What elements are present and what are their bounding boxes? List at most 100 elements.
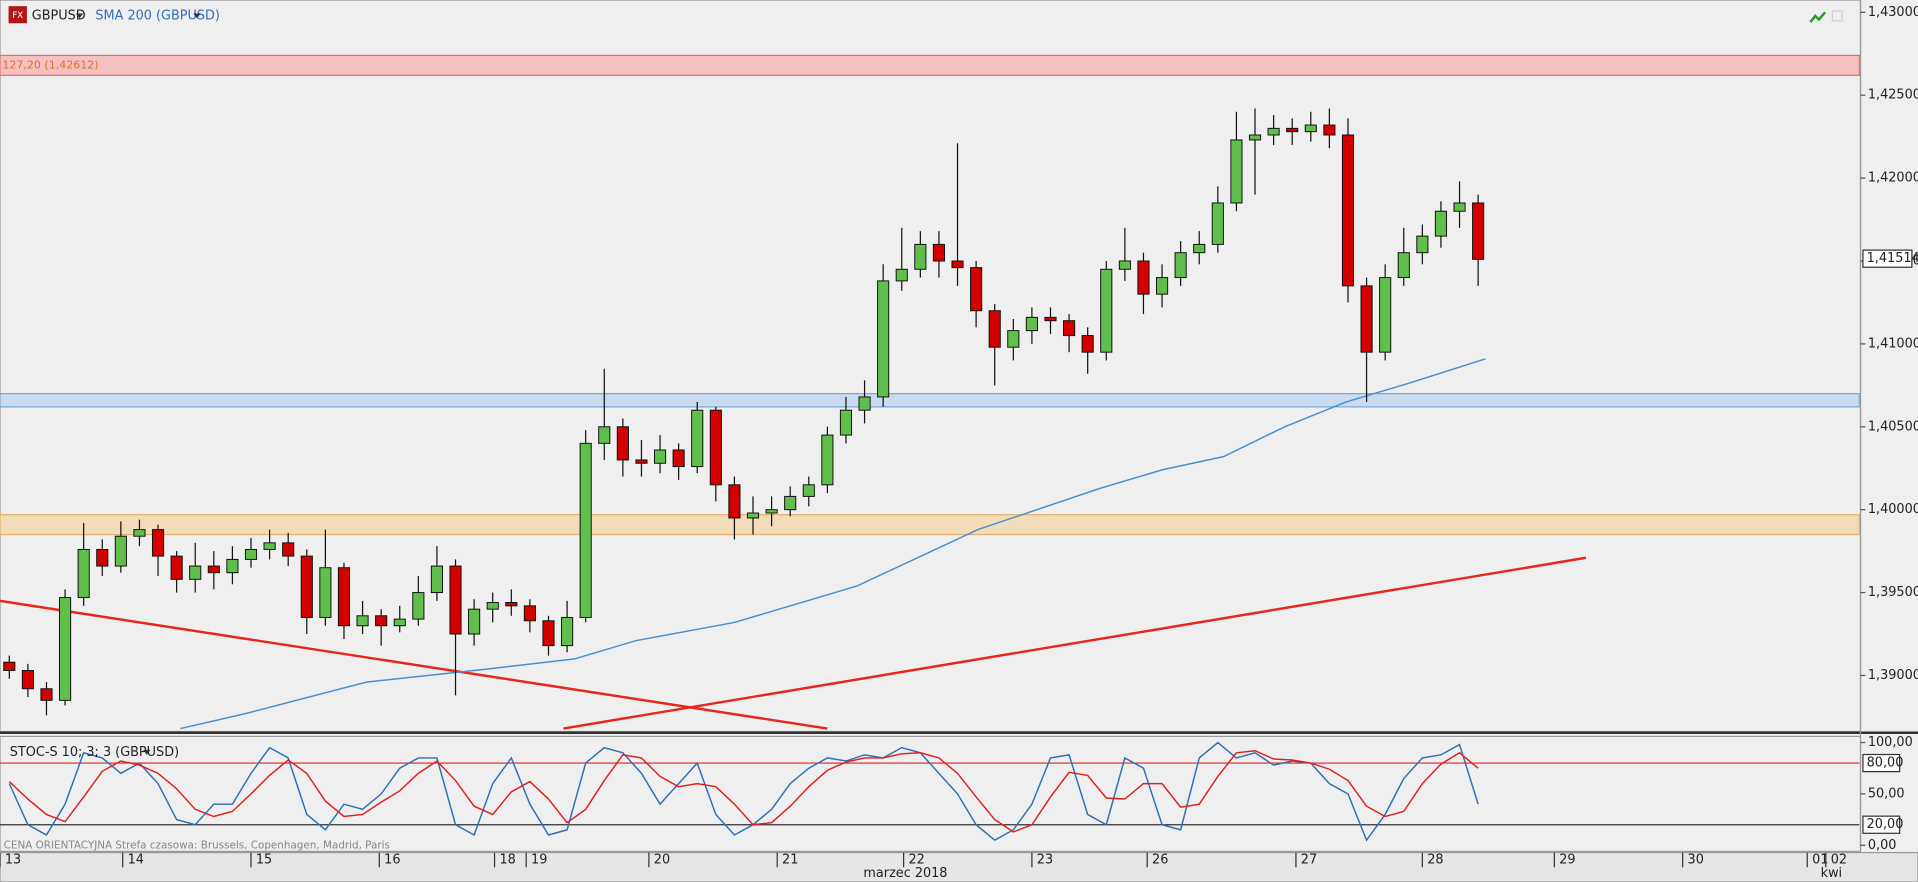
candle-body (561, 616, 574, 647)
x-group-label: marzec 2018 (863, 866, 947, 881)
plot-layer: 127,20 (1,42612) 1,43000 1,42500 1,42000 1,4… (0, 5, 1918, 881)
candle-body (375, 615, 388, 627)
candle-body (691, 409, 704, 468)
candle-body (1025, 316, 1038, 332)
candle-body (1193, 243, 1206, 254)
indicator-name[interactable]: SMA 200 (GBPUSD) (95, 8, 220, 23)
candle-body (393, 618, 406, 627)
dropdown[interactable] (143, 749, 151, 755)
y-tick-label: 1,43000 (1868, 5, 1918, 20)
fx-icon-text: FX (12, 11, 23, 21)
symbol[interactable]: GBPUSD (32, 8, 86, 23)
candle-body (1360, 285, 1373, 353)
x-tick-label: 01 (1812, 852, 1828, 867)
candle-body (858, 396, 871, 411)
y-tick-label: 1,39500 (1868, 585, 1918, 600)
candle-body (1397, 252, 1410, 279)
x-tick-label: 20 (654, 852, 670, 867)
candle-body (914, 243, 927, 270)
candle-body (1137, 260, 1150, 295)
x-tick-label: 27 (1301, 852, 1317, 867)
candle-body (356, 615, 369, 627)
stoch-line (8, 749, 1479, 833)
candle-body (1063, 320, 1076, 337)
x-tick-label: 21 (782, 852, 798, 867)
candle-body (1248, 134, 1262, 141)
dropdown[interactable] (75, 13, 84, 19)
candle-body (895, 268, 908, 282)
y-tick-label: 1,42500 (1868, 88, 1918, 103)
candle-body (839, 409, 853, 436)
candle-body (1472, 202, 1485, 260)
level-box (1862, 753, 1901, 773)
candle-body (1007, 330, 1020, 348)
x-tick-label: 30 (1688, 852, 1704, 867)
candle-body (319, 567, 332, 618)
last-price-label: 1,41514 (1867, 251, 1918, 266)
fx-icon (8, 6, 27, 24)
candle-body (1100, 268, 1113, 353)
candle-body (932, 243, 946, 262)
candle-body (1416, 235, 1429, 254)
y-tick-label: 0,00 (1868, 838, 1897, 853)
level-label: 20,00 (1867, 817, 1904, 832)
candle-body (709, 409, 722, 486)
zone (0, 514, 1860, 536)
window-icon[interactable] (1831, 10, 1843, 22)
y-tick-label: 1,40500 (1868, 419, 1918, 434)
candle-body (802, 484, 815, 497)
candle-body (1230, 139, 1243, 204)
candle-body (468, 608, 481, 635)
x-tick-label: 23 (1037, 852, 1053, 867)
y-tick-label: 1,41000 (1868, 336, 1918, 351)
candle-body (765, 509, 778, 514)
stoch-title[interactable]: STOC-S 10; 3; 3 (GBPUSD) (10, 745, 179, 760)
candle-body (59, 597, 72, 701)
zone (0, 54, 1860, 76)
trend-icon[interactable] (1809, 11, 1826, 23)
candle-body (226, 558, 239, 574)
x-tick-label: 02 (1831, 852, 1847, 867)
y-tick-label: 1,40000 (1868, 502, 1918, 517)
candle-body (1379, 277, 1392, 353)
candle-body (616, 426, 629, 461)
candle-body (1118, 260, 1131, 270)
candle-body (151, 529, 165, 557)
main-pane (0, 0, 1862, 733)
candle-body (1081, 335, 1094, 353)
candle-body (21, 670, 34, 690)
candle-body (1434, 210, 1448, 237)
level-box (1862, 815, 1901, 834)
y-tick-label: 1,39000 (1868, 668, 1918, 683)
candle-body (170, 555, 183, 580)
x-tick-label: 28 (1427, 852, 1443, 867)
x-tick-label: 29 (1559, 852, 1575, 867)
candle-body (970, 267, 983, 312)
y-tick-label: 50,00 (1868, 786, 1905, 801)
candle-body (430, 565, 443, 594)
candle-body (1304, 124, 1317, 133)
candle-body (988, 310, 1001, 348)
candle-body (653, 449, 667, 464)
candle-body (1174, 252, 1187, 279)
candle-body (114, 535, 127, 567)
candle-body (821, 434, 834, 486)
x-tick-label: 18 (499, 852, 515, 867)
candle-body (951, 260, 964, 269)
candle-body (1044, 316, 1057, 322)
candle-body (412, 592, 425, 620)
stoch-line (8, 741, 1479, 842)
candle-body (635, 459, 648, 464)
candle-body (133, 529, 146, 537)
x-tick-label: 13 (5, 852, 21, 867)
y-tick-label: 1,42000 (1868, 171, 1918, 186)
candle-body (189, 565, 202, 580)
candle-body (207, 565, 220, 574)
dropdown[interactable] (193, 13, 201, 19)
candle-body (282, 542, 295, 557)
candle-body (1341, 134, 1355, 287)
x-tick-label: 15 (256, 852, 272, 867)
candle-body (96, 548, 109, 567)
candle-body (672, 449, 685, 468)
